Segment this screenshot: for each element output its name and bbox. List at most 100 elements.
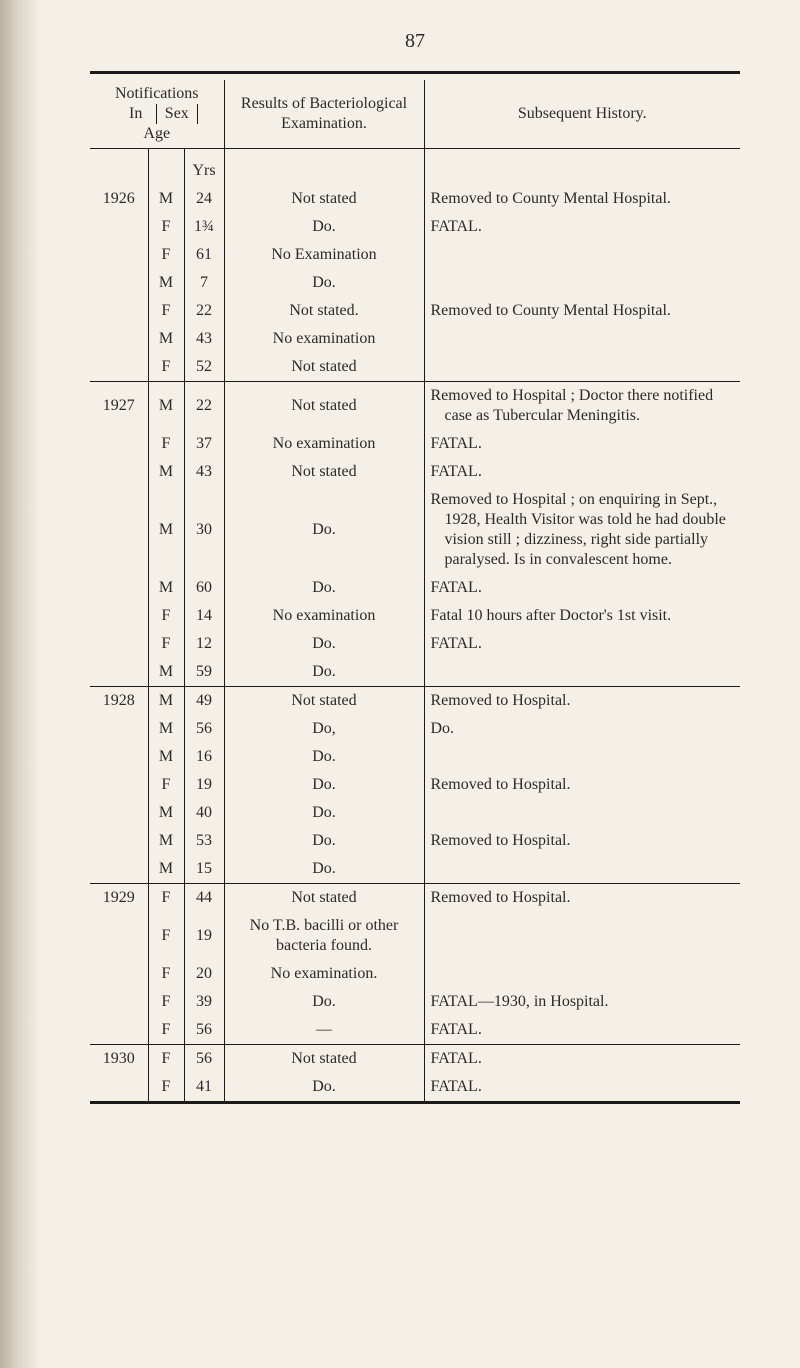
table-row: M 43 Not stated FATAL. [90, 458, 740, 486]
cell-exam: Do. [224, 799, 424, 827]
cell-history [424, 325, 740, 353]
table-row: M 60 Do. FATAL. [90, 574, 740, 602]
yrs-row: Yrs [90, 157, 740, 185]
scanned-page: 87 Notifications InSexAge Results of Bac… [0, 0, 800, 1368]
cell-exam: No examination [224, 602, 424, 630]
cell-sex: M [148, 743, 184, 771]
cell-sex: F [148, 912, 184, 960]
cell-history: FATAL. [424, 458, 740, 486]
table-row: F 37 No examination FATAL. [90, 430, 740, 458]
cell-year: 1927 [90, 382, 148, 431]
top-rule-heavy [90, 71, 740, 74]
cell-exam: Not stated [224, 458, 424, 486]
cell-history-text: Removed to Hospital ; Doctor there notif… [431, 386, 735, 426]
cell-sex: F [148, 213, 184, 241]
cell-age: 49 [184, 687, 224, 716]
cell-history [424, 743, 740, 771]
cell-age: 37 [184, 430, 224, 458]
cell-sex: F [148, 1045, 184, 1074]
cell-history: Removed to County Mental Hospital. [424, 185, 740, 213]
table-row: M 40 Do. [90, 799, 740, 827]
cell-year: 1930 [90, 1045, 148, 1074]
cell-sex: F [148, 960, 184, 988]
cell-history: FATAL. [424, 1073, 740, 1101]
cell-age: 22 [184, 382, 224, 431]
cell-sex: M [148, 827, 184, 855]
header-sex: Sex [156, 104, 198, 124]
cell-age: 16 [184, 743, 224, 771]
table-row: 1927 M 22 Not stated Removed to Hospital… [90, 382, 740, 431]
table-row: 1926 M 24 Not stated Removed to County M… [90, 185, 740, 213]
cell-history: Removed to Hospital. [424, 827, 740, 855]
header-age: Age [137, 124, 177, 144]
cell-history [424, 241, 740, 269]
table-row: 1930 F 56 Not stated FATAL. [90, 1045, 740, 1074]
cell-sex: M [148, 855, 184, 884]
cell-history: Removed to Hospital. [424, 687, 740, 716]
cell-sex: M [148, 486, 184, 574]
cell-sex: F [148, 1016, 184, 1045]
cell-exam: Not stated [224, 382, 424, 431]
cell-history: Removed to Hospital ; Doctor there notif… [424, 382, 740, 431]
cell-age: 59 [184, 658, 224, 687]
cell-history-text: Removed to Hospital ; on enquiring in Se… [431, 490, 735, 570]
table-row: F 22 Not stated. Removed to County Menta… [90, 297, 740, 325]
cell-sex: M [148, 185, 184, 213]
table-row: F 20 No examination. [90, 960, 740, 988]
cell-exam: Do. [224, 1073, 424, 1101]
cell-exam: Do, [224, 715, 424, 743]
cell-sex: M [148, 382, 184, 431]
cell-exam: Do. [224, 269, 424, 297]
cell-exam: No examination. [224, 960, 424, 988]
binding-shadow [0, 0, 40, 1368]
cell-sex: F [148, 297, 184, 325]
cell-sex: M [148, 715, 184, 743]
cell-age: 30 [184, 486, 224, 574]
cell-history: Removed to Hospital. [424, 771, 740, 799]
cell-history: FATAL. [424, 630, 740, 658]
table-header-row: Notifications InSexAge Results of Bacter… [90, 80, 740, 149]
cell-age: 40 [184, 799, 224, 827]
table-row: 1929 F 44 Not stated Removed to Hospital… [90, 884, 740, 913]
cell-exam: Not stated [224, 353, 424, 382]
cell-exam: Not stated [224, 1045, 424, 1074]
table-row: M 53 Do. Removed to Hospital. [90, 827, 740, 855]
cell-history: Do. [424, 715, 740, 743]
cell-sex: F [148, 353, 184, 382]
cell-age: 61 [184, 241, 224, 269]
cell-age: 22 [184, 297, 224, 325]
table-row: M 7 Do. [90, 269, 740, 297]
table-row: F 19 No T.B. bacilli or other bacteria f… [90, 912, 740, 960]
cell-exam: No T.B. bacilli or other bacteria found. [224, 912, 424, 960]
cell-age: 44 [184, 884, 224, 913]
cell-age: 41 [184, 1073, 224, 1101]
cell-sex: F [148, 602, 184, 630]
bottom-rule-heavy [90, 1101, 740, 1104]
cell-sex: M [148, 458, 184, 486]
cell-year: 1926 [90, 185, 148, 213]
cell-history: FATAL—1930, in Hospital. [424, 988, 740, 1016]
table-row: 1928 M 49 Not stated Removed to Hospital… [90, 687, 740, 716]
cell-exam: Do. [224, 630, 424, 658]
cell-age: 19 [184, 912, 224, 960]
cell-exam: Do. [224, 827, 424, 855]
cell-age: 19 [184, 771, 224, 799]
table-row: F 39 Do. FATAL—1930, in Hospital. [90, 988, 740, 1016]
cell-age: 43 [184, 325, 224, 353]
cell-history: Removed to Hospital. [424, 884, 740, 913]
table-row: F 61 No Examination [90, 241, 740, 269]
cell-exam: Do. [224, 771, 424, 799]
cell-sex: F [148, 988, 184, 1016]
cell-age: 56 [184, 1016, 224, 1045]
cell-history [424, 799, 740, 827]
cell-history [424, 269, 740, 297]
cell-exam: Do. [224, 213, 424, 241]
cell-sex: F [148, 241, 184, 269]
table-row: F 56 — FATAL. [90, 1016, 740, 1045]
cell-age: 12 [184, 630, 224, 658]
cell-age: 20 [184, 960, 224, 988]
cell-age: 15 [184, 855, 224, 884]
header-separator [90, 149, 740, 158]
cell-exam: No examination [224, 325, 424, 353]
cell-age: 56 [184, 715, 224, 743]
